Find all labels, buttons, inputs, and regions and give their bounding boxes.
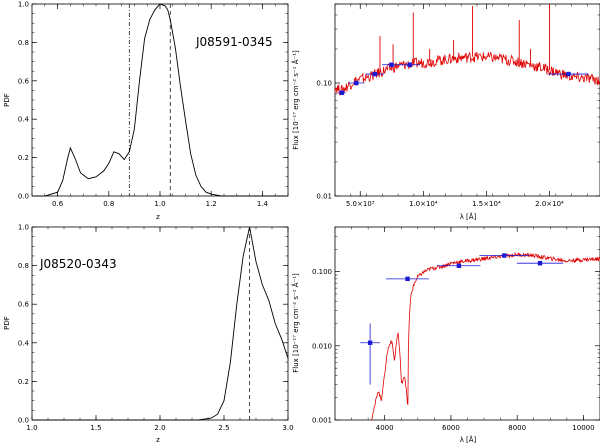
y-tick-label: 0.100 <box>312 268 332 276</box>
x-tick-label: 6000 <box>442 424 460 432</box>
y-tick-label: 1.0 <box>18 224 29 232</box>
sed-panel-top: 5.0×10³ 1.0×10⁴ 1.5×10⁴ 2.0×10⁴ 0.01 0.10 λ … <box>291 3 600 221</box>
x-tick-label: 1.5×10⁴ <box>472 200 501 208</box>
y-axis-label: PDF <box>3 93 11 107</box>
x-axis-label: z <box>156 436 160 444</box>
y-tick-label: 0.0 <box>18 417 29 425</box>
x-tick-label: 1.4 <box>257 200 269 208</box>
photometry-point <box>537 261 543 266</box>
x-tick-label: 4000 <box>376 424 394 432</box>
pdf-curve <box>32 226 289 421</box>
x-tick-label: 5.0×10³ <box>346 200 375 208</box>
plot-frame <box>334 226 600 421</box>
y-tick-label: 0.6 <box>18 301 30 309</box>
y-tick-label: 0.10 <box>316 79 332 87</box>
y-axis-label: PDF <box>3 316 11 330</box>
template-spectrum <box>371 251 600 421</box>
y-tick-label: 0.6 <box>18 77 30 85</box>
x-tick-label: 1.0 <box>26 424 37 432</box>
y-tick-label: 0.8 <box>18 39 29 47</box>
object-name-label: J08520-0343 <box>39 257 117 271</box>
y-axis-label: Flux [10⁻¹⁷ erg cm⁻² s⁻¹ Å⁻¹] <box>291 50 300 150</box>
pdf-panel-top: 0.6 0.8 1.0 1.2 1.4 0.0 0.2 0.4 0.6 0.8 1.0 J0859… <box>3 1 289 221</box>
y-tick-label: 1.0 <box>18 1 29 9</box>
photometry-point <box>354 80 359 86</box>
y-tick-label: 0.2 <box>18 378 29 386</box>
object-name-label: J08591-0345 <box>195 35 273 49</box>
x-axis-label: z <box>156 213 160 221</box>
y-tick-label: 0.8 <box>18 262 29 270</box>
photometry-point <box>389 62 394 67</box>
y-tick-label: 0.4 <box>18 339 30 347</box>
photometry-point <box>502 253 507 258</box>
photometry-point <box>367 340 373 345</box>
photometry-point <box>566 71 571 77</box>
x-axis-label: λ [Å] <box>460 212 477 221</box>
y-tick-label: 0.0 <box>18 193 29 201</box>
x-tick-label: 3.0 <box>282 424 293 432</box>
y-tick-label: 0.001 <box>312 417 332 425</box>
photometry-point <box>407 62 412 67</box>
x-tick-label: 8000 <box>508 424 526 432</box>
x-tick-label: 2.0×10⁴ <box>535 200 564 208</box>
y-axis-label: Flux [10⁻¹⁷ erg cm⁻² s⁻¹ Å⁻¹] <box>291 273 300 373</box>
x-tick-label: 10000 <box>572 424 594 432</box>
x-tick-label: 2.0 <box>154 424 165 432</box>
photometry-point <box>456 263 462 268</box>
x-tick-label: 2.5 <box>218 424 229 432</box>
x-tick-label: 1.2 <box>206 200 217 208</box>
plot-frame <box>334 3 600 197</box>
x-axis-label: λ [Å] <box>460 435 477 444</box>
x-tick-label: 1.0×10⁴ <box>409 200 438 208</box>
x-tick-label: 0.6 <box>52 200 64 208</box>
photometry-point <box>339 90 345 95</box>
y-tick-label: 0.4 <box>18 116 30 124</box>
photometry-point <box>372 71 378 77</box>
template-spectrum <box>334 51 600 96</box>
x-tick-label: 1.5 <box>90 424 101 432</box>
x-tick-label: 0.8 <box>103 200 114 208</box>
y-tick-label: 0.010 <box>312 342 332 350</box>
plot-frame <box>31 3 289 197</box>
pdf-curve <box>32 3 288 197</box>
y-tick-label: 0.01 <box>316 193 332 201</box>
y-tick-label: 0.2 <box>18 154 29 162</box>
x-tick-label: 1.0 <box>154 200 165 208</box>
pdf-panel-bottom: 1.0 1.5 2.0 2.5 3.0 0.0 0.2 0.4 0.6 0.8 1.0 J0852… <box>3 224 294 445</box>
photometry-point <box>405 276 410 282</box>
